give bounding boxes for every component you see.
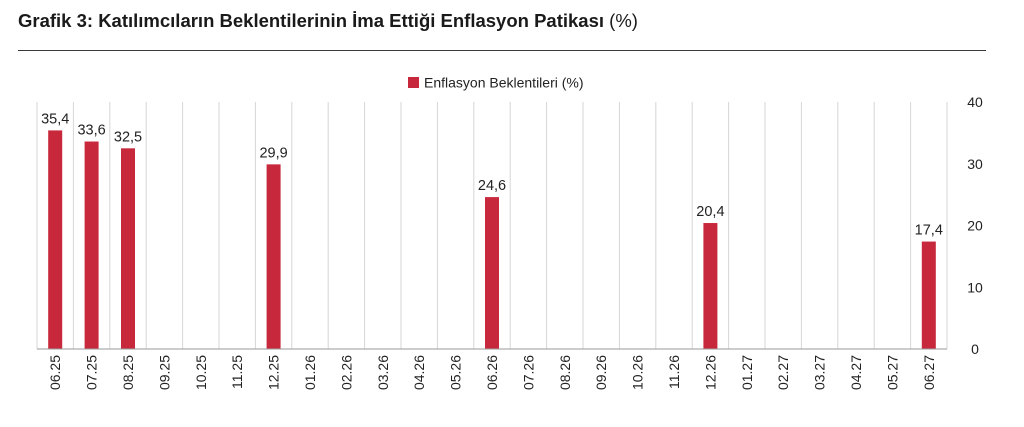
title-divider [18,50,986,51]
x-tick-label: 09.25 [156,355,172,390]
legend: Enflasyon Beklentileri (%) [408,75,584,91]
x-tick-label: 08.25 [120,355,136,390]
bar [121,148,135,349]
x-tick-label: 04.26 [411,355,427,390]
x-tick-label: 03.26 [375,355,391,390]
y-tick-label: 40 [967,94,983,110]
chart-title-text: Grafik 3: Katılımcıların Beklentilerinin… [18,10,605,31]
x-tick-label: 09.26 [593,355,609,390]
data-label: 24,6 [478,178,506,194]
x-tick-label: 10.26 [630,355,646,390]
bar [266,164,281,349]
data-label: 29,9 [259,145,287,161]
legend-swatch [408,77,419,88]
x-tick-label: 12.26 [702,355,718,390]
grid-layer [36,102,948,349]
x-tick-label: 06.27 [921,355,937,390]
x-tick-label: 10.25 [193,355,209,390]
data-label: 32,5 [114,129,142,145]
bar-layer [48,130,936,349]
y-tick-label: 10 [967,279,983,295]
data-label: 17,4 [915,223,943,239]
y-tick-label: 30 [967,156,983,172]
x-tick-label: 12.25 [266,355,282,390]
data-label: 20,4 [696,204,724,220]
x-tick-label: 02.27 [775,355,791,390]
legend-label: Enflasyon Beklentileri (%) [424,75,584,91]
y-tick-label: 0 [971,341,979,357]
y-tick-label: 20 [967,218,983,234]
x-tick-label: 01.26 [302,355,318,390]
x-tick-label: 01.27 [739,355,755,390]
chart-title-unit: (%) [609,10,638,31]
x-tick-label: 04.27 [848,355,864,390]
x-tick-label: 11.25 [229,355,245,389]
data-label: 35,4 [41,111,69,127]
x-tick-label: 06.26 [484,355,500,390]
bar [485,197,499,349]
bar [703,223,718,349]
axis-layer: 06.25 07.25 08.25 09.25 10.25 11.25 12.25 01.26… [37,94,983,390]
x-tick-label: 03.27 [812,355,828,390]
x-tick-label: 05.27 [884,355,900,390]
x-tick-label: 05.26 [448,355,464,390]
x-tick-label: 08.26 [557,355,573,390]
data-label-layer: 35,4 33,6 32,5 29,9 24,6 20,4 17,4 [41,111,943,238]
x-tick-label: 07.25 [84,355,100,390]
bar [84,141,99,349]
x-tick-label: 06.25 [47,355,63,390]
bar [48,130,63,349]
chart-title: Grafik 3: Katılımcıların Beklentilerinin… [18,10,638,32]
x-tick-label: 11.26 [666,355,682,389]
x-tick-label: 02.26 [338,355,354,390]
x-tick-label: 07.26 [520,355,536,390]
data-label: 33,6 [77,123,105,139]
bar [921,241,936,349]
